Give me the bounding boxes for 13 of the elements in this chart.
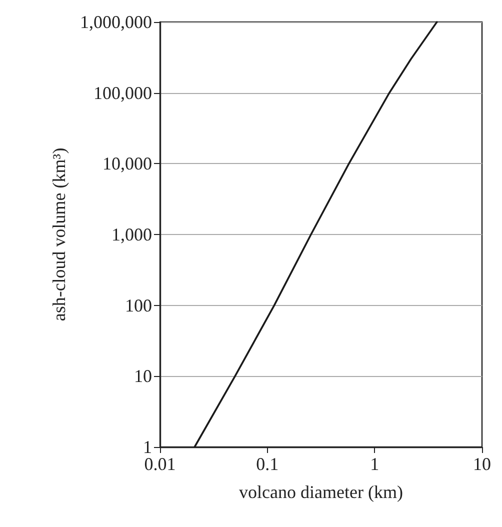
x-tick-label: 0.1 — [256, 454, 279, 474]
y-tick-label: 1,000,000 — [80, 12, 152, 32]
y-tick-label: 1,000 — [112, 224, 152, 244]
x-tick-label: 10 — [473, 454, 491, 474]
y-axis-title: ash-cloud volume (km³) — [49, 148, 69, 322]
y-tick-label: 100 — [125, 295, 152, 316]
y-tick-label: 10,000 — [102, 154, 152, 174]
y-tick-label: 1 — [143, 437, 152, 457]
x-tick-label: 1 — [370, 454, 380, 474]
x-axis-title: volcano diameter (km) — [239, 482, 403, 502]
x-tick-label: 0.01 — [144, 454, 176, 474]
y-tick-label: 100,000 — [94, 82, 152, 103]
y-tick-label: 10 — [134, 366, 152, 386]
